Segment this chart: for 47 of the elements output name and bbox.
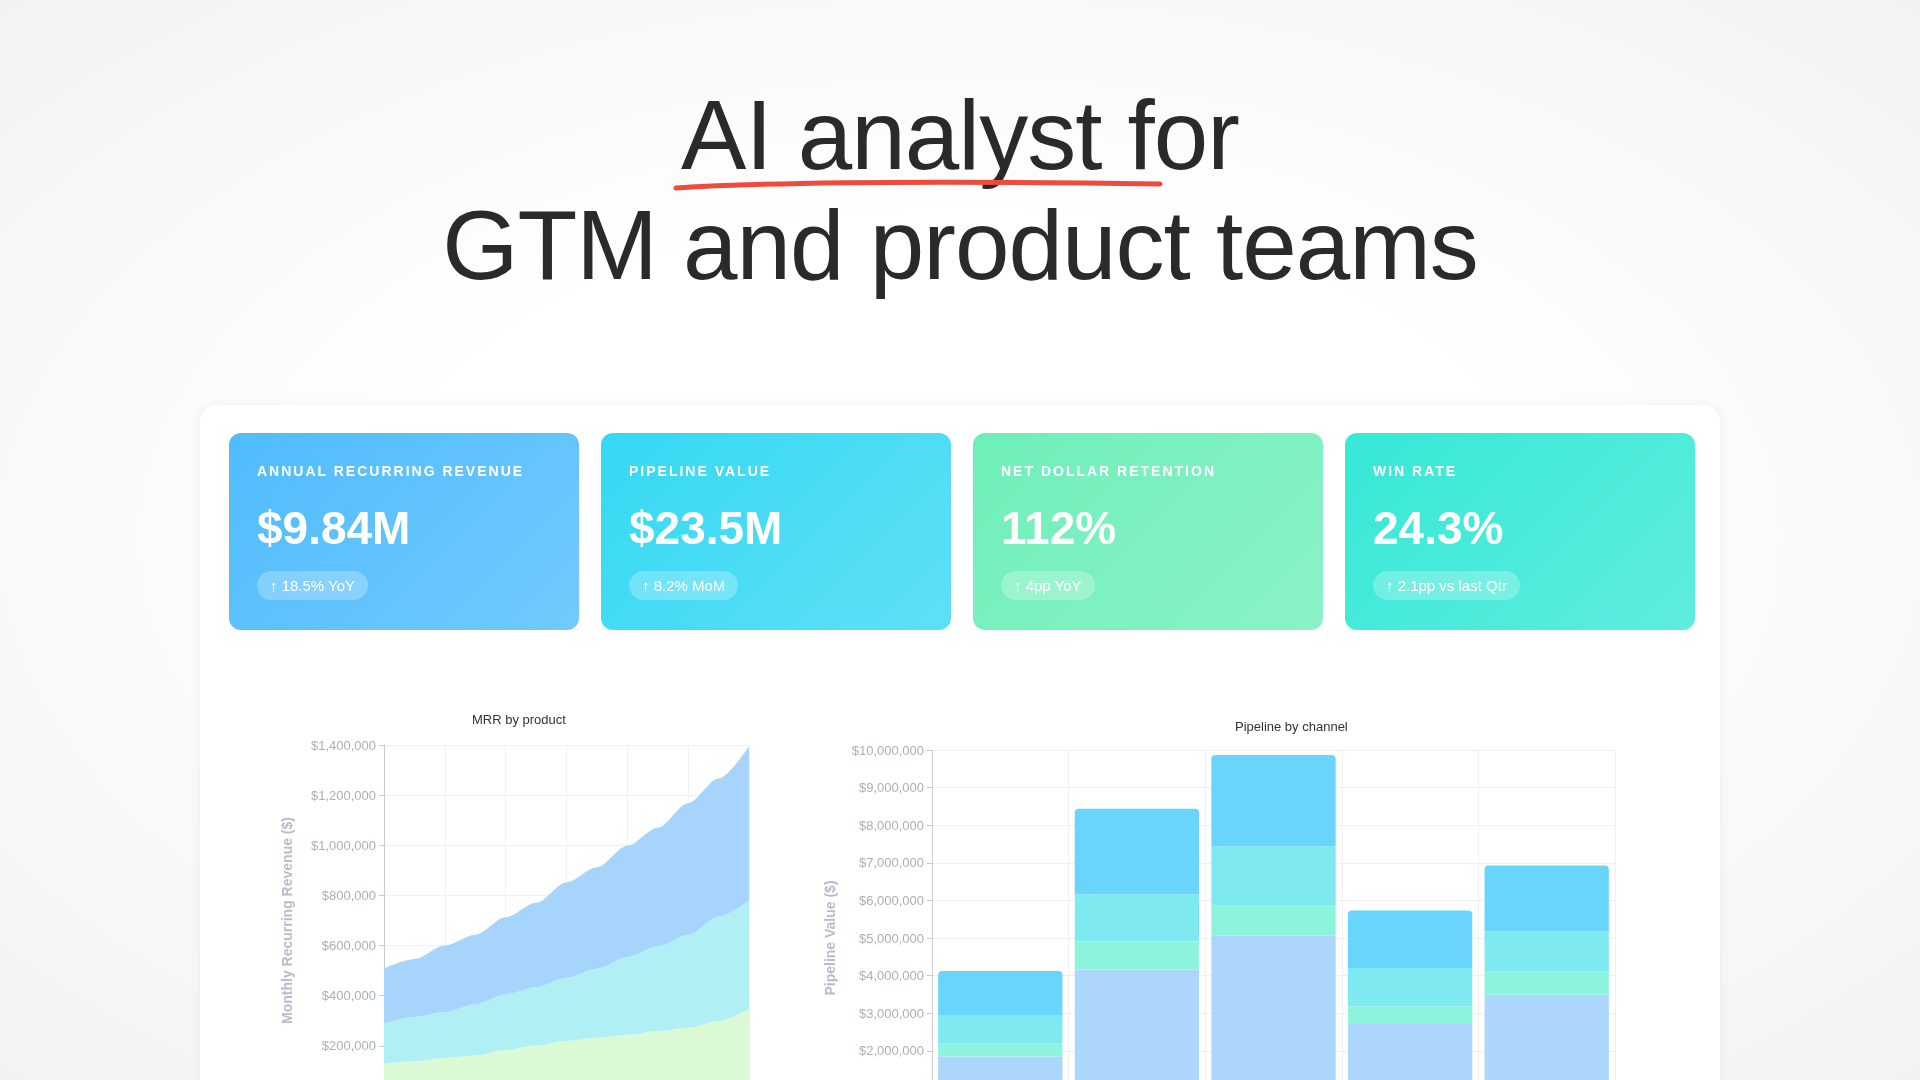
- text: ↑ 4pp YoY: [1001, 571, 1095, 600]
- y-tick-label: $8,000,000: [858, 817, 924, 833]
- text: AI analyst for: [681, 80, 1239, 190]
- y-tick-label: $200,000: [321, 1038, 376, 1054]
- bar: [938, 971, 1063, 1016]
- text: WIN RATE: [1373, 463, 1458, 479]
- text: ↑ 18.5% YoY: [257, 571, 369, 600]
- y-tick-label: $7,000,000: [858, 855, 924, 871]
- y-tick-label: $6,000,000: [858, 892, 924, 908]
- text: ↑ 2.1pp vs last Qtr: [1373, 571, 1520, 600]
- y-tick-label: $9,000,000: [858, 780, 924, 796]
- text: NET DOLLAR RETENTION: [1001, 463, 1216, 479]
- bar: [1347, 910, 1473, 969]
- bar: [938, 1015, 1063, 1044]
- bar: [1074, 941, 1200, 970]
- bar: [1484, 865, 1609, 932]
- bar: [1484, 931, 1609, 972]
- y-tick-label: $5,000,000: [858, 930, 924, 946]
- chart-title: MRR by product: [472, 712, 567, 727]
- y-tick-label: $4,000,000: [858, 968, 924, 984]
- bar: [1074, 894, 1200, 942]
- y-tick-label: $10,000,000: [851, 742, 924, 758]
- bar: [1484, 971, 1609, 995]
- y-tick-label: $3,000,000: [858, 1005, 924, 1021]
- y-tick-label: $1,000,000: [310, 837, 376, 853]
- bar: [1211, 846, 1336, 906]
- y-tick-label: $1,200,000: [310, 787, 376, 803]
- y-tick-label: $400,000: [321, 988, 376, 1004]
- y-tick-label: $600,000: [321, 938, 376, 954]
- text: ANNUAL RECURRING REVENUE: [257, 463, 525, 479]
- bar: [1211, 754, 1336, 847]
- text: 112%: [1001, 501, 1117, 555]
- text: PIPELINE VALUE: [629, 463, 772, 479]
- bar: [1347, 968, 1473, 1007]
- bar: [1074, 808, 1200, 895]
- text: GTM and product teams: [441, 190, 1479, 300]
- text: 24.3%: [1373, 501, 1504, 555]
- y-axis-title: Monthly Recurring Revenue ($): [279, 817, 295, 1024]
- text: $23.5M: [629, 501, 783, 555]
- bar: [1211, 905, 1336, 936]
- y-tick-label: $2,000,000: [858, 1043, 924, 1059]
- chart-title: Pipeline by channel: [1235, 719, 1348, 734]
- text: $9.84M: [257, 501, 411, 555]
- text: ↑ 8.2% MoM: [629, 571, 739, 600]
- y-tick-label: $800,000: [321, 887, 376, 903]
- y-tick-label: $1,400,000: [310, 737, 376, 753]
- y-axis-title: Pipeline Value ($): [822, 880, 838, 996]
